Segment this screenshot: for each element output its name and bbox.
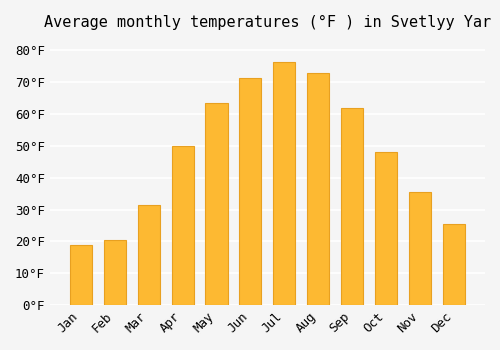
- Bar: [206, 103, 228, 305]
- Bar: [342, 108, 363, 305]
- Bar: [375, 152, 398, 305]
- Title: Average monthly temperatures (°F ) in Svetlyy Yar: Average monthly temperatures (°F ) in Sv…: [44, 15, 491, 30]
- Bar: [443, 224, 465, 305]
- Bar: [70, 245, 92, 305]
- Bar: [308, 73, 330, 305]
- Bar: [240, 77, 262, 305]
- Bar: [274, 62, 295, 305]
- Bar: [409, 192, 432, 305]
- Bar: [172, 146, 194, 305]
- Bar: [104, 240, 126, 305]
- Bar: [138, 205, 160, 305]
